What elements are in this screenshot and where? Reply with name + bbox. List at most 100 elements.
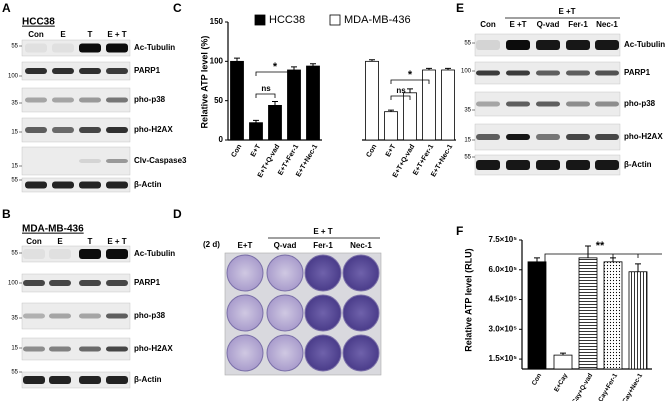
protein-label: pho-H2AX [134, 344, 173, 353]
y-tick-label: 4.5×10⁵ [489, 295, 518, 304]
well [342, 254, 380, 292]
lane-label: E + T [107, 237, 126, 246]
x-tick-label: E+Cay+Nec-1 [617, 372, 644, 401]
blot-strip [21, 245, 131, 263]
lane-label: Q-vad [537, 20, 560, 29]
band [25, 43, 47, 53]
band [506, 101, 530, 107]
x-tick-label: E+T [385, 143, 398, 158]
band [536, 101, 560, 107]
y-tick-label: 50 [214, 96, 223, 105]
protein-label: pho-H2AX [624, 132, 663, 141]
band [79, 346, 101, 352]
legend-swatch [329, 14, 341, 26]
bar [268, 104, 282, 141]
band [106, 280, 128, 286]
band [106, 68, 128, 74]
panel-label: E [456, 1, 464, 15]
well [226, 294, 264, 332]
band [106, 97, 128, 103]
mw-marker: 55 [464, 155, 471, 161]
mw-marker: 55 [464, 41, 471, 47]
band [476, 101, 500, 107]
band [79, 127, 101, 133]
legend-label: HCC38 [269, 14, 305, 26]
error-bar [610, 257, 616, 262]
blot-strip [21, 39, 131, 57]
x-tick-label: E+Cay [553, 372, 569, 393]
protein-label: Clv-Caspase3 [134, 156, 187, 165]
band [566, 134, 590, 140]
lane-label: T [88, 30, 93, 39]
panel-label: B [2, 207, 11, 221]
band [476, 70, 500, 76]
well [342, 294, 380, 332]
band [566, 101, 590, 107]
band [52, 127, 74, 133]
protein-label: pho-p38 [624, 99, 656, 108]
column-label: Q-vad [274, 241, 297, 250]
band [49, 346, 71, 352]
lane-label: Con [480, 20, 496, 29]
band [106, 181, 128, 189]
band [23, 313, 45, 319]
sig-label: * [408, 69, 413, 81]
well [342, 334, 380, 372]
well [266, 294, 304, 332]
sig-bracket [390, 95, 411, 100]
band [106, 313, 128, 319]
x-tick-label: Con [365, 143, 378, 158]
band [536, 40, 560, 50]
bar [603, 261, 623, 370]
column-label: Nec-1 [350, 241, 372, 250]
band [49, 376, 71, 384]
group-label: E + T [313, 227, 332, 236]
sig-bracket [255, 93, 276, 98]
sig-label: * [273, 61, 278, 73]
x-tick-label: Con [230, 143, 243, 158]
band [476, 40, 500, 50]
bar [365, 60, 379, 141]
protein-label: pho-p38 [134, 311, 166, 320]
y-tick-label: 6.0×10⁵ [489, 265, 518, 274]
band [106, 376, 128, 384]
cell-line: HCC38 [22, 17, 55, 28]
y-tick-label: 1.5×10⁵ [489, 354, 518, 363]
band [52, 97, 74, 103]
band [52, 181, 74, 189]
bar [384, 111, 398, 141]
mw-marker: 55 [11, 44, 18, 50]
error-bar [426, 67, 432, 70]
mw-marker: 15 [464, 138, 471, 144]
lane-label: E [57, 237, 63, 246]
error-bar [445, 67, 451, 70]
band [476, 160, 500, 170]
band [476, 134, 500, 140]
band [49, 313, 71, 319]
cell-line: MDA-MB-436 [22, 224, 84, 235]
band [506, 70, 530, 76]
band [52, 68, 74, 74]
error-bar [369, 59, 375, 62]
sig-bracket [390, 79, 430, 84]
mw-marker: 55 [11, 251, 18, 257]
bar [230, 60, 244, 141]
band [49, 280, 71, 286]
sig-bracket [255, 71, 295, 76]
band [25, 181, 47, 189]
blot-strip [21, 371, 131, 389]
band [506, 40, 530, 50]
blot-strip [21, 61, 131, 81]
lane-label: E +T [509, 20, 526, 29]
sig-label: ** [596, 240, 605, 252]
duration: (2 d) [203, 240, 220, 249]
mw-marker: 35 [464, 108, 471, 114]
error-bar [272, 100, 278, 106]
band [595, 40, 619, 50]
blot-strip [21, 177, 131, 193]
band [536, 160, 560, 170]
bar [553, 354, 573, 370]
column-label: Fer-1 [313, 241, 333, 250]
sig-label: ns [261, 84, 271, 93]
